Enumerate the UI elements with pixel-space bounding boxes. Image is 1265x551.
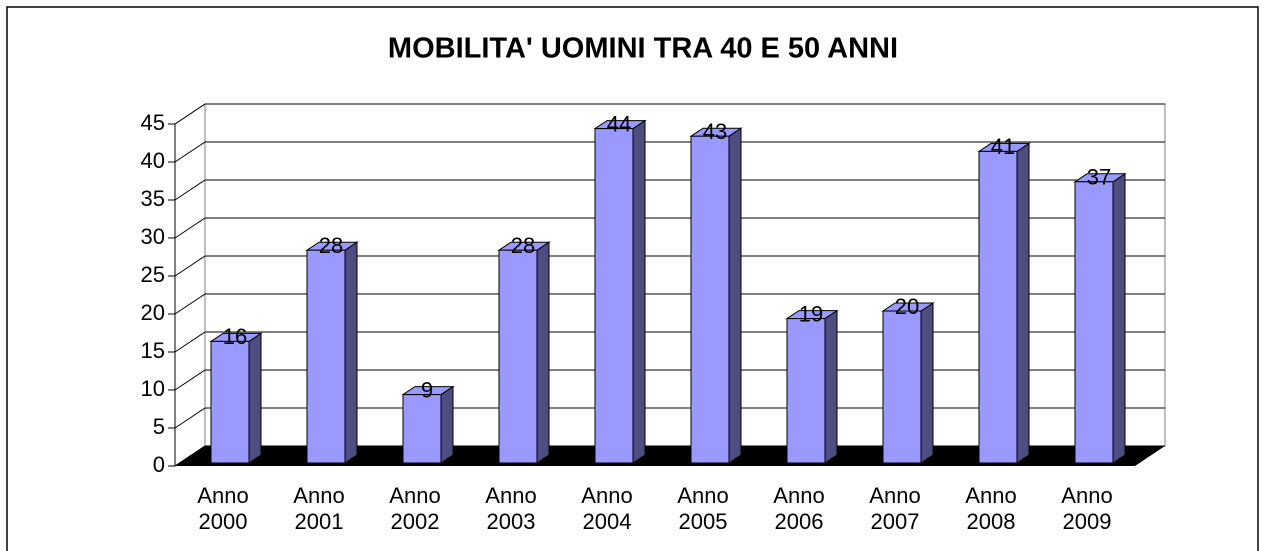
- grid-line: [174, 407, 1165, 429]
- x-tick-label: Anno 2006: [773, 483, 825, 534]
- y-tick-label: 45: [141, 110, 165, 135]
- x-tick-label: Anno 2001: [293, 483, 345, 534]
- y-tick-label: 40: [141, 148, 165, 173]
- bar-side: [344, 241, 358, 464]
- y-tick-label: 15: [141, 338, 165, 363]
- y-tick-label: 35: [141, 186, 165, 211]
- chart-border: [6, 6, 1259, 551]
- data-label: 16: [223, 324, 247, 349]
- bar: [402, 394, 442, 464]
- y-tick-label: 30: [141, 224, 165, 249]
- bar-side: [1112, 172, 1126, 464]
- bar-side: [248, 332, 262, 464]
- bar: [1074, 181, 1114, 464]
- y-tick-label: 25: [141, 262, 165, 287]
- x-tick-label: Anno 2007: [869, 483, 921, 534]
- y-tick-label: 20: [141, 300, 165, 325]
- grid-line: [174, 331, 1165, 353]
- grid-line: [174, 293, 1165, 315]
- y-tick-label: 10: [141, 376, 165, 401]
- data-label: 44: [607, 111, 631, 136]
- bar: [498, 249, 538, 464]
- y-tick-label: 0: [153, 452, 165, 477]
- bar: [786, 318, 826, 464]
- bar-side: [1016, 142, 1030, 464]
- grid-line: [174, 369, 1165, 391]
- grid-line: [174, 179, 1165, 201]
- bar-side: [824, 309, 838, 464]
- data-label: 28: [319, 233, 343, 258]
- data-label: 9: [421, 377, 433, 402]
- bar: [690, 135, 730, 464]
- grid-line: [174, 217, 1165, 239]
- side-wall: [174, 103, 206, 467]
- bar: [978, 150, 1018, 464]
- data-label: 20: [895, 294, 919, 319]
- x-tick-label: Anno 2004: [581, 483, 633, 534]
- grid-line: [174, 255, 1165, 277]
- x-tick-label: Anno 2003: [485, 483, 537, 534]
- bar: [210, 340, 250, 464]
- grid-line: [174, 103, 1165, 125]
- bar: [594, 128, 634, 464]
- bar: [306, 249, 346, 464]
- x-tick-label: Anno 2008: [965, 483, 1017, 534]
- grid-line: [174, 141, 1165, 163]
- bar-side: [440, 385, 454, 464]
- data-label: 19: [799, 301, 823, 326]
- y-tick-label: 5: [153, 414, 165, 439]
- x-tick-label: Anno 2002: [389, 483, 441, 534]
- x-tick-label: Anno 2009: [1061, 483, 1113, 534]
- data-label: 41: [991, 134, 1015, 159]
- x-tick-label: Anno 2000: [197, 483, 249, 534]
- bar-side: [920, 302, 934, 464]
- bar-side: [632, 119, 646, 464]
- chart-title: MOBILITA' UOMINI TRA 40 E 50 ANNI: [388, 33, 898, 65]
- x-tick-label: Anno 2005: [677, 483, 729, 534]
- data-label: 37: [1087, 165, 1111, 190]
- bar-side: [728, 127, 742, 464]
- data-label: 43: [703, 119, 727, 144]
- bar: [882, 310, 922, 464]
- bar-side: [536, 241, 550, 464]
- data-label: 28: [511, 233, 535, 258]
